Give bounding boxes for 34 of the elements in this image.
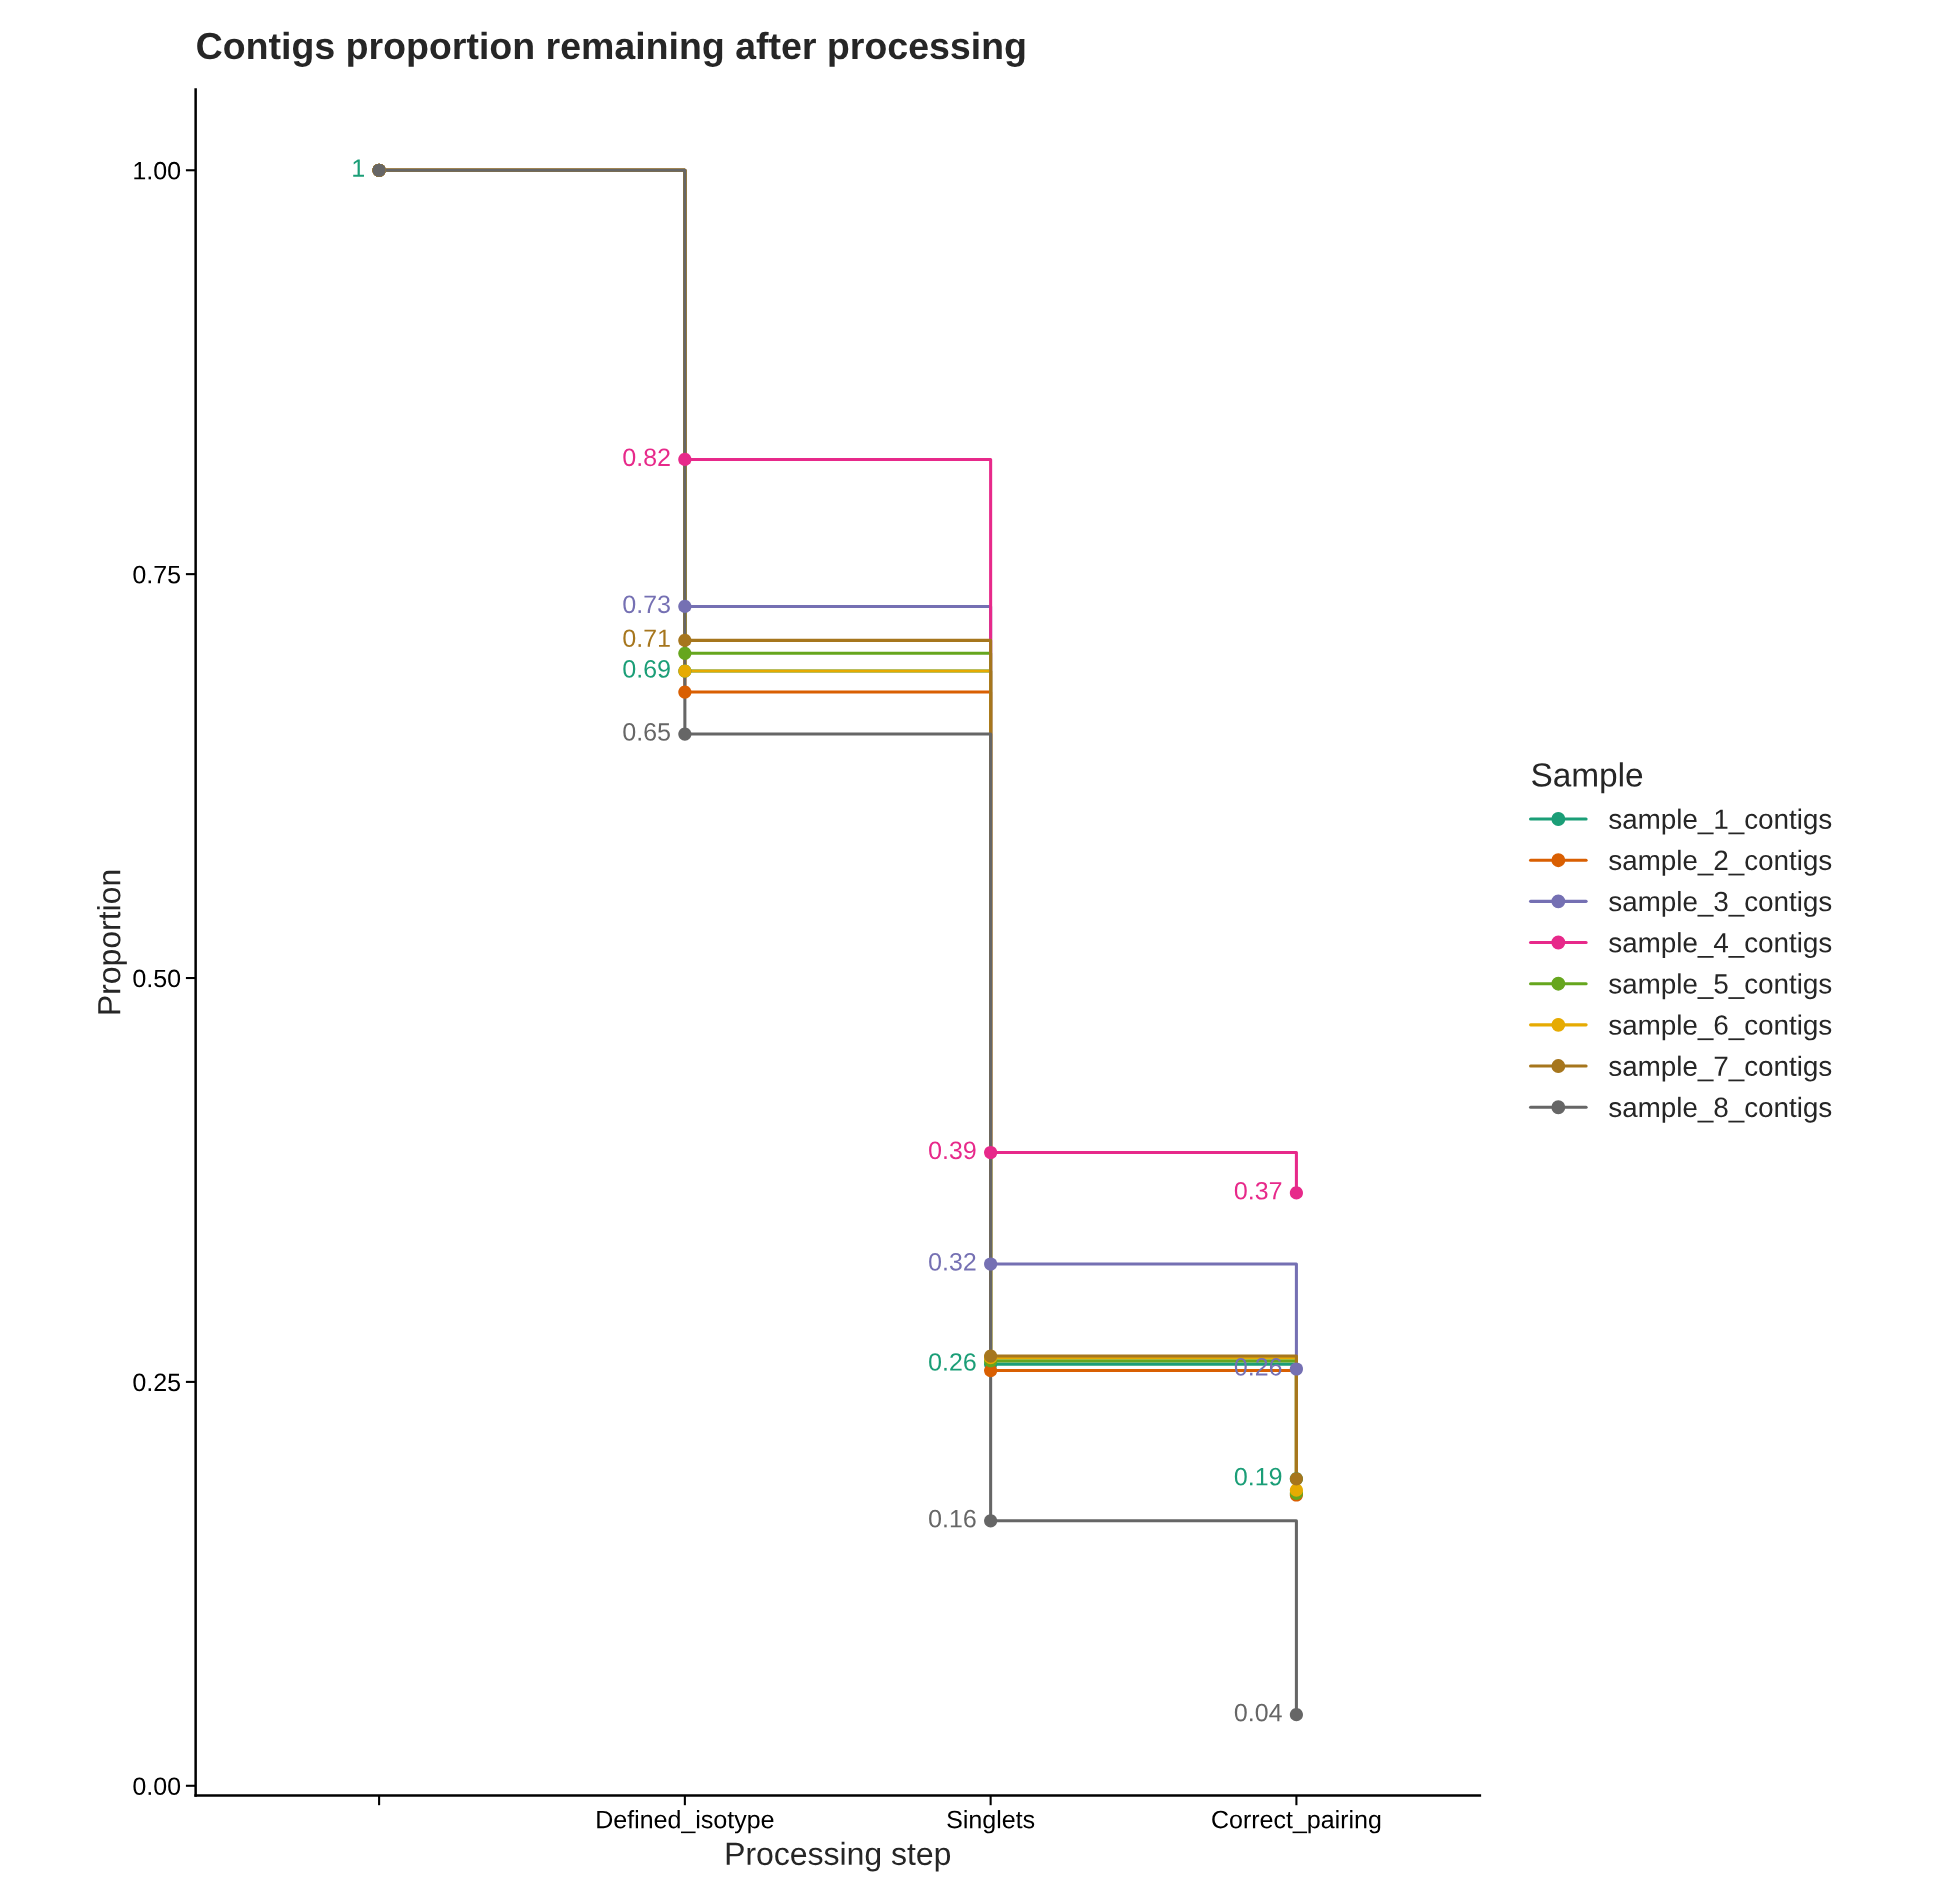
- y-axis-title: Proportion: [97, 870, 127, 1014]
- legend-label: sample_7_contigs: [1609, 1055, 1832, 1082]
- y-tick-label: 0.00: [133, 1777, 181, 1796]
- data-label: 0.04: [1234, 1703, 1282, 1722]
- y-tick-label: 1.00: [134, 161, 181, 180]
- legend-label: sample_6_contigs: [1609, 1014, 1832, 1041]
- data-label: 0.65: [623, 723, 670, 741]
- legend-label: sample_1_contigs: [1609, 808, 1832, 835]
- data-label: 1: [353, 159, 364, 177]
- legend-label: sample_4_contigs: [1609, 932, 1832, 959]
- legend-label: sample_2_contigs: [1609, 849, 1832, 876]
- data-label: 0.39: [929, 1141, 976, 1160]
- legend-label: sample_3_contigs: [1609, 890, 1832, 917]
- x-axis-title: Processing step: [726, 1841, 951, 1872]
- data-label: 0.82: [623, 448, 670, 467]
- data-label: 0.73: [623, 595, 670, 614]
- legend-label: sample_5_contigs: [1609, 973, 1832, 1000]
- data-label: 0.71: [623, 629, 670, 648]
- legend-label: sample_8_contigs: [1609, 1096, 1832, 1123]
- data-label: 0.26: [929, 1353, 976, 1371]
- y-tick-label: 0.50: [133, 969, 181, 988]
- data-label: 0.32: [929, 1252, 976, 1271]
- y-tick-label: 0.75: [133, 565, 181, 584]
- chart-title: Contigs proportion remaining after processing: [197, 31, 1025, 67]
- legend-title: Sample: [1532, 762, 1643, 794]
- x-tick-label: Defined_isotype: [597, 1810, 774, 1834]
- y-tick-label: 0.25: [133, 1373, 181, 1392]
- data-label: 0.26: [1234, 1357, 1282, 1376]
- data-label: 0.37: [1234, 1181, 1282, 1200]
- data-label: 0.69: [623, 660, 670, 678]
- x-tick-label: Singlets: [947, 1810, 1035, 1834]
- x-tick-label: Correct_pairing: [1212, 1810, 1381, 1834]
- data-label: 0.19: [1234, 1467, 1282, 1486]
- data-label: 0.16: [929, 1509, 976, 1528]
